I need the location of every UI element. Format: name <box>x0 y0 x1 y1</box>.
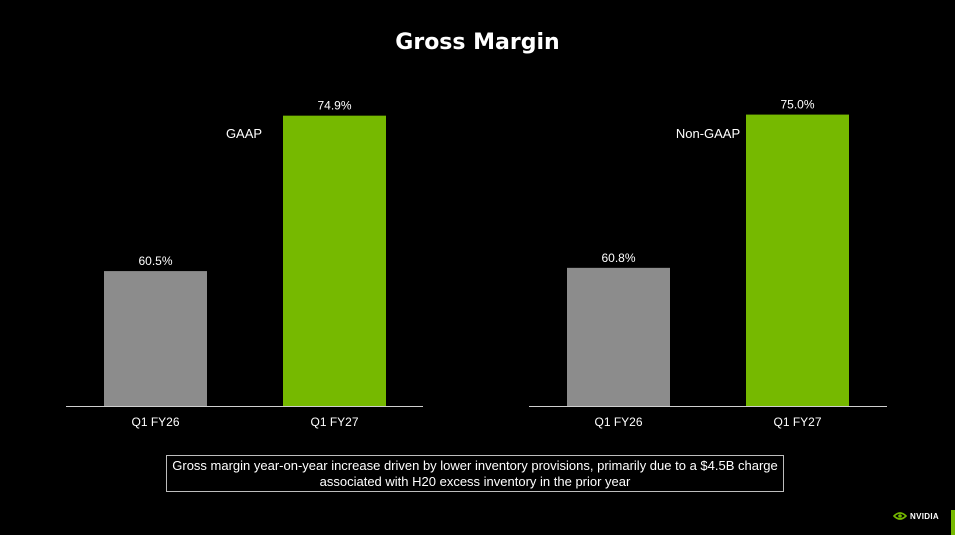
data-label: 60.8% <box>601 251 635 265</box>
page-title: Gross Margin <box>395 30 560 55</box>
nvidia-logo-text: NVIDIA <box>910 511 939 521</box>
footnote-box: Gross margin year-on-year increase drive… <box>166 455 784 492</box>
chart-title: GAAP <box>226 126 262 141</box>
nvidia-eye-icon <box>893 512 907 520</box>
category-label: Q1 FY26 <box>131 415 179 429</box>
data-label: 74.9% <box>317 99 351 113</box>
bar <box>567 267 670 406</box>
gross-margin-charts: GAAP 60.5% Q1 FY26 74.9% Q1 FY27 Non-GAAP 60.8… <box>66 98 887 429</box>
data-label: 75.0% <box>780 98 814 112</box>
bar <box>283 115 386 406</box>
bar <box>746 114 849 406</box>
corner-accent-bar <box>951 510 955 535</box>
bar <box>104 271 207 406</box>
footnote-text: Gross margin year-on-year increase drive… <box>172 458 778 489</box>
category-label: Q1 FY27 <box>773 415 821 429</box>
category-label: Q1 FY26 <box>594 415 642 429</box>
category-label: Q1 FY27 <box>310 415 358 429</box>
chart-title: Non-GAAP <box>676 126 740 141</box>
data-label: 60.5% <box>138 254 172 268</box>
nvidia-logo: NVIDIA <box>893 511 939 521</box>
